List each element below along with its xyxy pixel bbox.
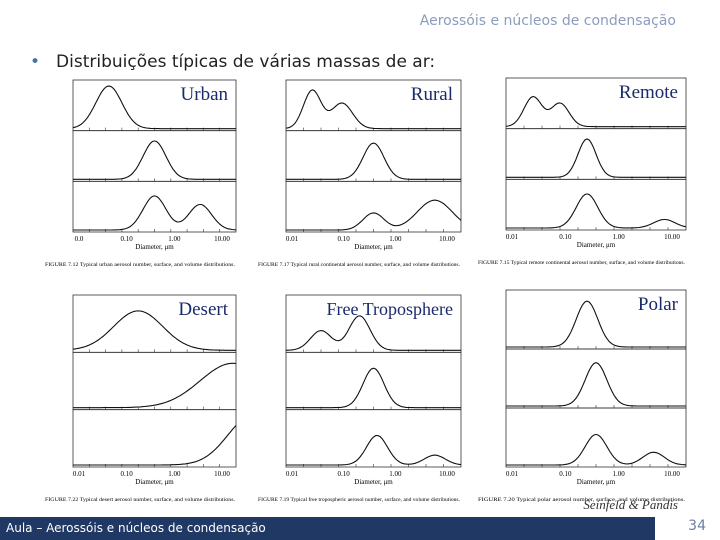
panel-label: Desert (178, 299, 228, 320)
page-number: 34 (688, 518, 706, 534)
x-tick-label: 1.00 (389, 470, 402, 478)
x-tick-label: 0.01 (506, 233, 519, 241)
x-axis-label: Diameter, μm (135, 478, 174, 486)
x-axis-label: Diameter, μm (354, 243, 393, 251)
subplot-frame (72, 409, 237, 468)
curve (73, 362, 237, 409)
x-tick-label: 1.00 (168, 470, 181, 478)
subplot-frame (505, 407, 687, 468)
curve (73, 140, 236, 180)
curve (286, 199, 462, 231)
x-tick-label: 0.01 (286, 470, 299, 478)
caption: FIGURE 7.12 Typical urban aerosol number… (45, 263, 235, 268)
x-tick-label: 10.00 (664, 470, 680, 478)
curve (506, 138, 686, 178)
subplot-frame (72, 180, 237, 233)
panel-label: Remote (619, 82, 678, 103)
curve (506, 300, 686, 348)
subplot-frame (285, 180, 462, 233)
curve (505, 95, 686, 128)
subplot-frame (72, 351, 237, 411)
x-tick-label: 10.00 (214, 470, 230, 478)
curve (72, 310, 236, 351)
curve (73, 425, 237, 466)
caption: FIGURE 7.22 Typical desert aerosol numbe… (45, 498, 235, 503)
credit: Seinfeld & Pandis (583, 497, 678, 512)
bullet-text: Distribuições típicas de várias massas d… (56, 52, 436, 72)
x-tick-label: 0.01 (506, 470, 519, 478)
x-tick-label: 1.00 (389, 235, 402, 243)
panel-label: Urban (181, 84, 229, 105)
figures: 0.0 0.10 1.00 10.00 Diameter, μm FIGURE 7.12 … (45, 77, 687, 512)
x-tick-label: 0.10 (559, 470, 572, 478)
x-tick-label: 0.0 (75, 235, 84, 243)
subplot-frame (285, 130, 462, 182)
x-tick-label: 10.00 (664, 233, 680, 241)
curve (286, 434, 462, 466)
curve (506, 361, 686, 407)
x-tick-label: 10.00 (439, 470, 455, 478)
curve (506, 433, 687, 466)
caption: FIGURE 7.20 Typical polar aerosol number… (478, 498, 685, 503)
x-tick-label: 10.00 (214, 235, 230, 243)
x-tick-label: 0.10 (338, 235, 351, 243)
x-tick-label: 0.01 (73, 470, 86, 478)
panel-label: Free Troposphere (327, 299, 454, 319)
caption: FIGURE 7.17 Typical rural continental ae… (258, 263, 460, 268)
x-tick-label: 0.10 (559, 233, 572, 241)
x-tick-label: 0.10 (121, 470, 134, 478)
curve (73, 195, 237, 231)
footer-text: Aula – Aerossóis e núcleos de condensaçã… (0, 517, 655, 540)
x-tick-label: 1.00 (168, 235, 181, 243)
panel-label: Polar (638, 294, 679, 315)
x-tick-label: 0.10 (121, 235, 134, 243)
x-tick-label: 1.00 (613, 233, 626, 241)
x-tick-label: 0.01 (286, 235, 299, 243)
header-title: Aerossóis e núcleos de condensação (419, 13, 676, 29)
panel-label: Rural (411, 84, 453, 105)
curve (286, 367, 461, 409)
x-tick-label: 10.00 (439, 235, 455, 243)
x-axis-label: Diameter, μm (577, 478, 616, 486)
caption: FIGURE 7.19 Typical free tropospheric ae… (258, 498, 460, 503)
x-axis-label: Diameter, μm (577, 241, 616, 249)
subplot-frame (72, 130, 237, 182)
subplot-frame (505, 348, 687, 409)
bullet: • Distribuições típicas de várias massas … (30, 52, 436, 72)
x-axis-label: Diameter, μm (135, 243, 174, 251)
curve (72, 85, 236, 130)
x-axis-label: Diameter, μm (354, 478, 393, 486)
x-tick-label: 0.10 (338, 470, 351, 478)
subplot-frame (285, 351, 462, 411)
curve (285, 89, 461, 130)
caption: FIGURE 7.15 Typical remote continental a… (478, 261, 685, 266)
x-tick-label: 1.00 (613, 470, 626, 478)
curve (285, 315, 461, 351)
curve (286, 142, 461, 180)
curve (506, 193, 687, 229)
subplot-frame (285, 409, 462, 468)
